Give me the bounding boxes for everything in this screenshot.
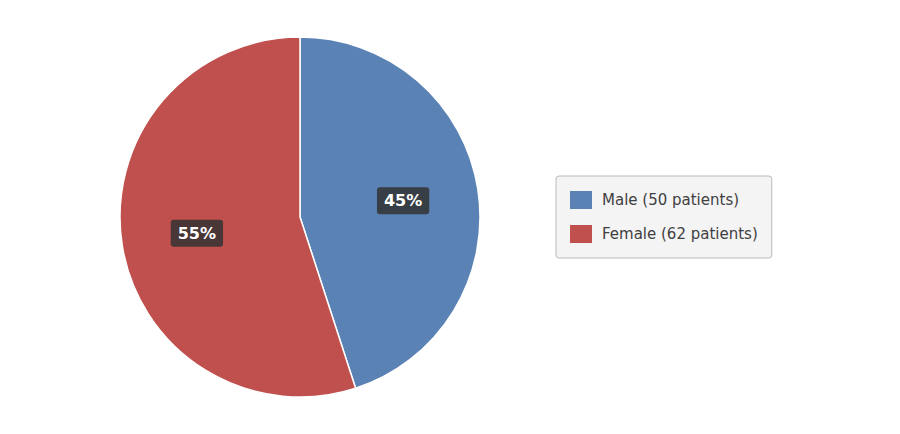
pie-slice: [120, 37, 356, 397]
data-label-box: [377, 187, 429, 214]
legend-label: Male (50 patients): [602, 191, 739, 209]
legend-swatch: [570, 191, 592, 209]
data-label: 55%: [178, 224, 216, 243]
data-labels: 45% 55%: [171, 187, 430, 247]
data-label: 45%: [384, 191, 422, 210]
data-label-box: [171, 220, 223, 247]
chart: 45% 55% Male (50 patients) Female (62 patie…: [0, 0, 900, 434]
legend-swatch: [570, 225, 592, 243]
legend-frame: [556, 176, 772, 258]
slices: [120, 37, 480, 397]
legend-label: Female (62 patients): [602, 225, 758, 243]
legend: Male (50 patients) Female (62 patients): [556, 176, 772, 258]
